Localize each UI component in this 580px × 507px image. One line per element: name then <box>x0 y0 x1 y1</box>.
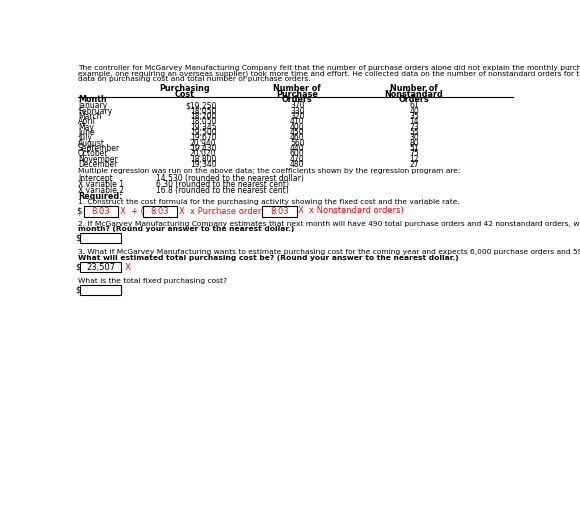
Text: 320: 320 <box>290 112 304 121</box>
Text: November: November <box>78 155 118 164</box>
Text: 73: 73 <box>409 123 419 132</box>
Text: 19,340: 19,340 <box>190 160 216 169</box>
FancyBboxPatch shape <box>143 206 177 217</box>
Text: Orders: Orders <box>282 95 313 104</box>
Text: 18,050: 18,050 <box>190 106 216 116</box>
Text: April: April <box>78 117 96 126</box>
Text: 18,200: 18,200 <box>190 112 216 121</box>
Text: What is the total fixed purchasing cost?: What is the total fixed purchasing cost? <box>78 278 227 284</box>
Text: Purchase: Purchase <box>276 90 318 99</box>
Text: 35: 35 <box>409 112 419 121</box>
Text: $: $ <box>76 206 81 215</box>
Text: 14: 14 <box>409 117 419 126</box>
Text: Number of: Number of <box>273 84 321 93</box>
Text: Purchasing: Purchasing <box>160 84 210 93</box>
Text: May: May <box>78 123 94 132</box>
Text: $: $ <box>75 285 81 294</box>
Text: 370: 370 <box>290 101 304 111</box>
FancyBboxPatch shape <box>84 206 118 217</box>
Text: July: July <box>78 133 92 142</box>
Text: Multiple regression was run on the above data; the coefficients shown by the reg: Multiple regression was run on the above… <box>78 168 461 174</box>
Text: 18,050: 18,050 <box>190 117 216 126</box>
Text: 30: 30 <box>409 133 419 142</box>
Text: March: March <box>78 112 101 121</box>
Text: 23,507: 23,507 <box>86 263 115 272</box>
Text: 16.8 (rounded to the nearest cent): 16.8 (rounded to the nearest cent) <box>155 186 288 195</box>
Text: month? (Round your answer to the nearest dollar.): month? (Round your answer to the nearest… <box>78 227 294 232</box>
Text: The controller for McGarvey Manufacturing Company felt that the number of purcha: The controller for McGarvey Manufacturin… <box>78 65 580 71</box>
Text: 6.30 (rounded to the nearest cent): 6.30 (rounded to the nearest cent) <box>155 180 289 189</box>
Text: What will estimated total purchasing cost be? (Round your answer to the nearest : What will estimated total purchasing cos… <box>78 255 459 261</box>
Text: $19,250: $19,250 <box>185 101 216 111</box>
Text: 61: 61 <box>409 101 419 111</box>
Text: Intercept: Intercept <box>78 174 113 183</box>
Text: June: June <box>78 128 95 137</box>
Text: Number of: Number of <box>390 84 438 93</box>
Text: 8.03: 8.03 <box>151 207 169 216</box>
Text: September: September <box>78 144 120 153</box>
Text: 410: 410 <box>290 117 304 126</box>
Text: February: February <box>78 106 112 116</box>
Text: Nonstandard: Nonstandard <box>385 90 444 99</box>
Text: X  x Nonstandard orders): X x Nonstandard orders) <box>298 206 404 215</box>
Text: 40: 40 <box>409 106 419 116</box>
Text: 460: 460 <box>290 133 304 142</box>
Text: October: October <box>78 149 108 158</box>
Text: 450: 450 <box>290 128 304 137</box>
Text: Orders: Orders <box>398 95 430 104</box>
Text: 19,500: 19,500 <box>190 128 216 137</box>
Text: 19,670: 19,670 <box>190 133 216 142</box>
Text: X variable 1: X variable 1 <box>78 180 124 189</box>
FancyBboxPatch shape <box>262 206 297 217</box>
Text: 470: 470 <box>290 155 304 164</box>
Text: 18,800: 18,800 <box>190 155 216 164</box>
Text: 14,530 (rounded to the nearest dollar): 14,530 (rounded to the nearest dollar) <box>155 174 303 183</box>
Text: 19,430: 19,430 <box>190 144 216 153</box>
Text: January: January <box>78 101 107 111</box>
Text: 8.03: 8.03 <box>92 207 110 216</box>
Text: $: $ <box>75 263 81 272</box>
Text: 480: 480 <box>290 160 304 169</box>
Text: Cost: Cost <box>175 90 195 99</box>
Text: 20,940: 20,940 <box>190 138 216 148</box>
Text: 75: 75 <box>409 149 419 158</box>
Text: Month: Month <box>78 95 107 104</box>
Text: Required:: Required: <box>78 192 122 201</box>
Text: 20,020: 20,020 <box>190 149 216 158</box>
Text: data on purchasing cost and total number of purchase orders.: data on purchasing cost and total number… <box>78 77 310 83</box>
Text: $: $ <box>75 234 81 242</box>
Text: 8.03: 8.03 <box>270 207 289 216</box>
Text: 55: 55 <box>409 128 419 137</box>
Text: X  + ($: X + ($ <box>119 206 149 215</box>
Text: 19,345: 19,345 <box>190 123 216 132</box>
Text: example, one requiring an overseas supplier) took more time and effort. He colle: example, one requiring an overseas suppl… <box>78 70 580 77</box>
Text: X  x Purchase orders)   + ($: X x Purchase orders) + ($ <box>179 206 295 215</box>
Text: 51: 51 <box>409 144 419 153</box>
Text: 600: 600 <box>290 149 304 158</box>
FancyBboxPatch shape <box>80 233 121 243</box>
Text: 560: 560 <box>290 138 304 148</box>
Text: December: December <box>78 160 117 169</box>
Text: 12: 12 <box>409 155 419 164</box>
Text: 330: 330 <box>290 106 304 116</box>
Text: August: August <box>78 138 105 148</box>
Text: 440: 440 <box>290 144 304 153</box>
Text: 2. If McGarvey Manufacturing Company estimates that next month will have 490 tot: 2. If McGarvey Manufacturing Company est… <box>78 221 580 227</box>
Text: 3. What if McGarvey Manufacturing wants to estimate purchasing cost for the comi: 3. What if McGarvey Manufacturing wants … <box>78 249 580 255</box>
FancyBboxPatch shape <box>80 262 121 272</box>
Text: 400: 400 <box>290 123 304 132</box>
Text: 1. Construct the cost formula for the purchasing activity showing the fixed cost: 1. Construct the cost formula for the pu… <box>78 199 459 205</box>
Text: X variable 2: X variable 2 <box>78 186 124 195</box>
FancyBboxPatch shape <box>80 284 121 295</box>
Text: X: X <box>125 263 130 272</box>
Text: 80: 80 <box>409 138 419 148</box>
Text: 27: 27 <box>409 160 419 169</box>
